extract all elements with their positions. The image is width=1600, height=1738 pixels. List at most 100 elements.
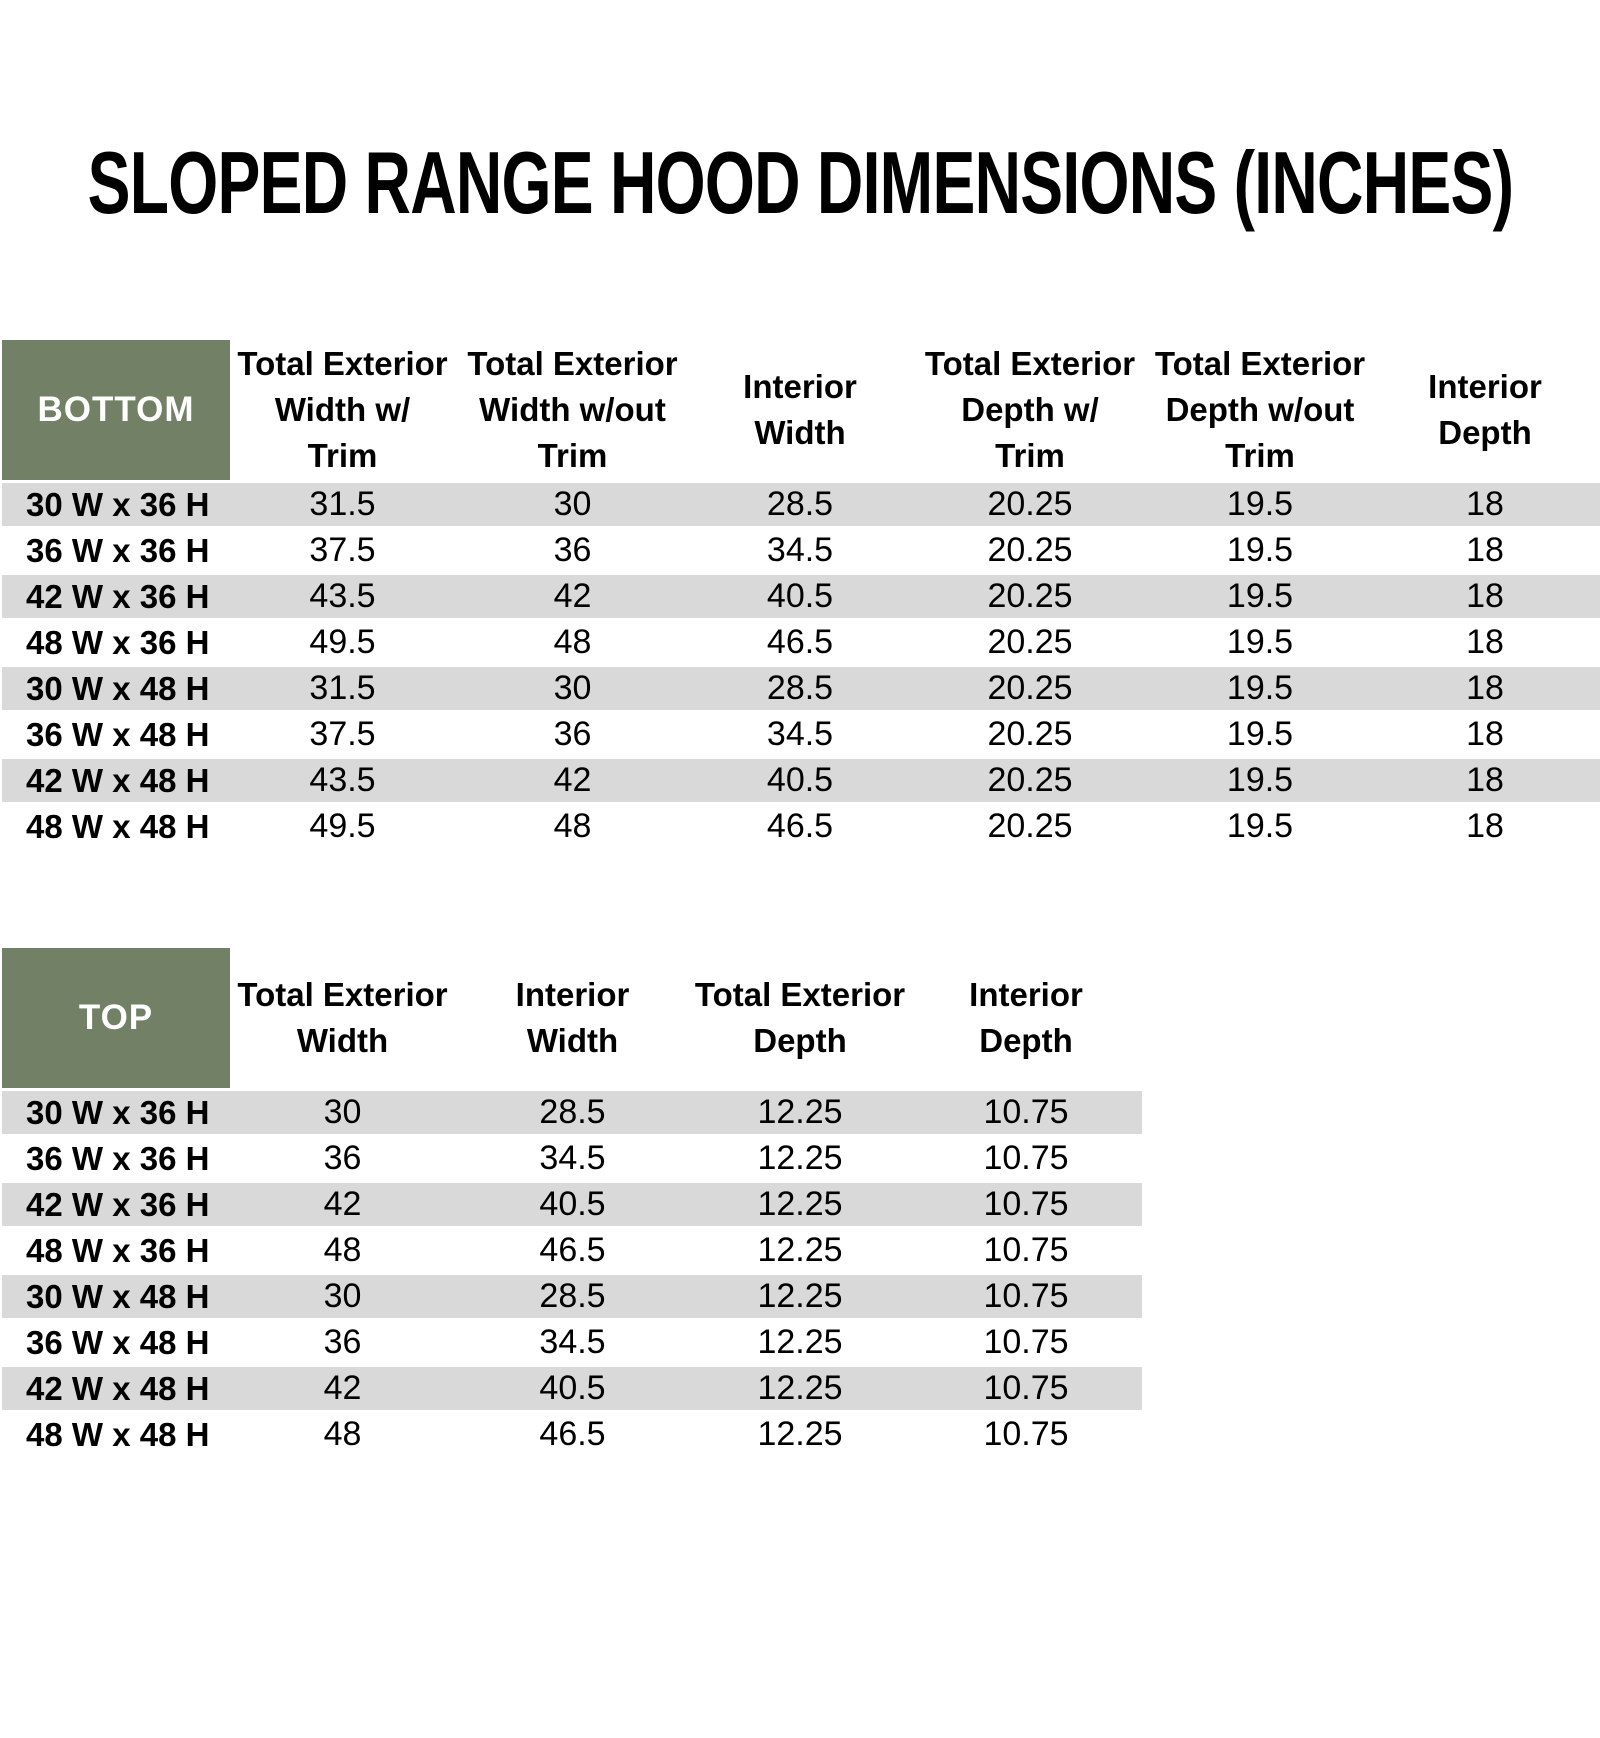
table-row: 48 W x 36 H 49.5 48 46.5 20.25 19.5 18 — [2, 618, 1600, 664]
dimension-value: 10.75 — [983, 1415, 1069, 1453]
table-row: 30 W x 48 H 31.5 30 28.5 20.25 19.5 18 — [2, 664, 1600, 710]
dimension-value: 36 — [553, 531, 592, 569]
dimension-value: 42 — [323, 1369, 362, 1407]
dimension-value: 42 — [553, 577, 592, 615]
dimension-value: 18 — [1466, 485, 1504, 523]
dimension-value: 10.75 — [983, 1093, 1069, 1131]
dimension-value: 31.5 — [309, 669, 376, 707]
dimension-value: 20.25 — [987, 807, 1073, 845]
row-size-label: 30 W x 48 H — [26, 1277, 210, 1315]
dimension-value: 30 — [553, 485, 592, 523]
table-row: 48 W x 36 H 48 46.5 12.25 10.75 — [2, 1226, 1142, 1272]
dimension-value: 34.5 — [766, 715, 834, 753]
dimension-value: 12.25 — [757, 1369, 843, 1407]
bottom-table-body: 30 W x 36 H 31.5 30 28.5 20.25 19.5 18 36 W x 3… — [2, 480, 1600, 848]
top-table-header-row: TOP Total Exterior Width Interior Width … — [2, 948, 1142, 1088]
dimension-value: 46.5 — [539, 1415, 606, 1453]
dimension-value: 10.75 — [983, 1231, 1069, 1269]
column-header-interior-depth: Interior Depth — [969, 976, 1083, 1059]
table-row: 42 W x 36 H 43.5 42 40.5 20.25 19.5 18 — [2, 572, 1600, 618]
row-size-label: 36 W x 36 H — [26, 1139, 210, 1177]
dimension-value: 37.5 — [309, 531, 376, 569]
dimension-value: 34.5 — [539, 1323, 606, 1361]
table-row: 42 W x 36 H 42 40.5 12.25 10.75 — [2, 1180, 1142, 1226]
dimension-value: 18 — [1466, 669, 1504, 707]
dimension-value: 18 — [1466, 623, 1504, 661]
table-row: 30 W x 36 H 31.5 30 28.5 20.25 19.5 18 — [2, 480, 1600, 526]
row-size-label: 30 W x 48 H — [26, 669, 210, 707]
dimension-value: 48 — [323, 1415, 362, 1453]
row-size-label: 30 W x 36 H — [26, 485, 210, 523]
dimension-value: 40.5 — [766, 761, 834, 799]
table-row: 42 W x 48 H 43.5 42 40.5 20.25 19.5 18 — [2, 756, 1600, 802]
column-header-interior-depth: Interior Depth — [1428, 368, 1542, 451]
bottom-dimensions-table: BOTTOM Total Exterior Width w/ Trim Tota… — [2, 340, 1600, 848]
dimension-value: 34.5 — [766, 531, 834, 569]
dimension-value: 20.25 — [987, 715, 1073, 753]
column-header-total-exterior-width-w-trim: Total Exterior Width w/ Trim — [237, 345, 448, 474]
dimension-value: 10.75 — [983, 1139, 1069, 1177]
dimension-value: 18 — [1466, 531, 1504, 569]
dimension-value: 19.5 — [1226, 485, 1294, 523]
dimension-value: 30 — [323, 1277, 362, 1315]
table-row: 48 W x 48 H 48 46.5 12.25 10.75 — [2, 1410, 1142, 1456]
row-size-label: 42 W x 36 H — [26, 577, 210, 615]
row-size-label: 42 W x 48 H — [26, 761, 210, 799]
dimension-value: 46.5 — [766, 623, 834, 661]
dimension-value: 40.5 — [766, 577, 834, 615]
top-dimensions-table: TOP Total Exterior Width Interior Width … — [2, 948, 1142, 1456]
bottom-corner-cell: BOTTOM — [2, 340, 230, 480]
table-row: 36 W x 36 H 37.5 36 34.5 20.25 19.5 18 — [2, 526, 1600, 572]
column-header-interior-width: Interior Width — [743, 368, 857, 451]
row-size-label: 36 W x 48 H — [26, 715, 210, 753]
table-row: 30 W x 36 H 30 28.5 12.25 10.75 — [2, 1088, 1142, 1134]
column-header-total-exterior-width-wout-trim: Total Exterior Width w/out Trim — [467, 345, 678, 474]
dimension-value: 46.5 — [766, 807, 834, 845]
dimension-value: 10.75 — [983, 1277, 1069, 1315]
column-header-interior-width: Interior Width — [515, 976, 630, 1059]
dimension-value: 37.5 — [309, 715, 376, 753]
dimension-value: 19.5 — [1226, 807, 1294, 845]
dimension-value: 49.5 — [309, 807, 376, 845]
table-row: 30 W x 48 H 30 28.5 12.25 10.75 — [2, 1272, 1142, 1318]
top-corner-cell: TOP — [2, 948, 230, 1088]
dimension-value: 18 — [1466, 807, 1504, 845]
dimension-value: 30 — [323, 1093, 362, 1131]
dimension-value: 36 — [323, 1139, 362, 1177]
dimension-value: 10.75 — [983, 1323, 1069, 1361]
page-title: SLOPED RANGE HOOD DIMENSIONS (INCHES) — [87, 133, 1513, 232]
dimension-value: 20.25 — [987, 669, 1073, 707]
dimension-value: 19.5 — [1226, 577, 1294, 615]
dimension-value: 12.25 — [757, 1139, 843, 1177]
table-row: 42 W x 48 H 42 40.5 12.25 10.75 — [2, 1364, 1142, 1410]
dimension-value: 10.75 — [983, 1185, 1069, 1223]
dimension-value: 20.25 — [987, 623, 1073, 661]
dimension-value: 10.75 — [983, 1369, 1069, 1407]
row-size-label: 36 W x 48 H — [26, 1323, 210, 1361]
dimension-value: 34.5 — [539, 1139, 606, 1177]
dimension-value: 12.25 — [757, 1185, 843, 1223]
dimension-value: 40.5 — [539, 1369, 606, 1407]
dimension-value: 12.25 — [757, 1093, 843, 1131]
dimension-value: 42 — [553, 761, 592, 799]
dimension-value: 20.25 — [987, 577, 1073, 615]
row-size-label: 36 W x 36 H — [26, 531, 210, 569]
dimension-value: 12.25 — [757, 1323, 843, 1361]
column-header-total-exterior-depth-wout-trim: Total Exterior Depth w/out Trim — [1154, 345, 1366, 474]
dimension-value: 12.25 — [757, 1277, 843, 1315]
dimension-value: 43.5 — [309, 761, 376, 799]
row-size-label: 48 W x 48 H — [26, 1415, 210, 1453]
dimension-value: 28.5 — [539, 1277, 606, 1315]
dimension-value: 36 — [553, 715, 592, 753]
dimension-value: 46.5 — [539, 1231, 606, 1269]
dimension-value: 30 — [553, 669, 592, 707]
dimension-value: 36 — [323, 1323, 362, 1361]
row-size-label: 48 W x 48 H — [26, 807, 210, 845]
dimension-value: 18 — [1466, 577, 1504, 615]
dimension-value: 28.5 — [766, 485, 834, 523]
row-size-label: 42 W x 48 H — [26, 1369, 210, 1407]
dimension-value: 19.5 — [1226, 623, 1294, 661]
dimension-value: 48 — [323, 1231, 362, 1269]
row-size-label: 42 W x 36 H — [26, 1185, 210, 1223]
table-row: 36 W x 48 H 37.5 36 34.5 20.25 19.5 18 — [2, 710, 1600, 756]
